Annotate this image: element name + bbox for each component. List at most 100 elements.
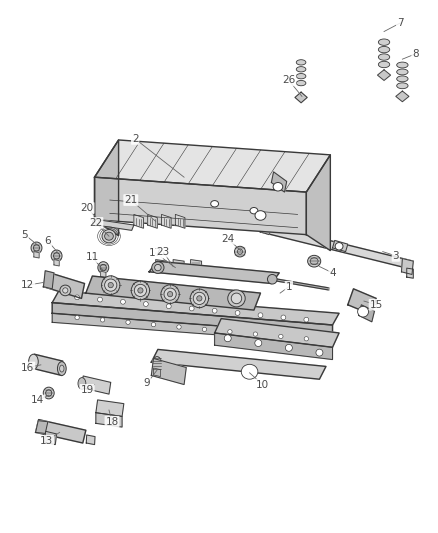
Text: 1: 1 [286, 282, 292, 292]
Ellipse shape [378, 46, 390, 53]
Text: 8: 8 [412, 49, 419, 59]
Ellipse shape [397, 69, 408, 75]
Ellipse shape [177, 325, 181, 329]
Text: 2: 2 [132, 134, 138, 144]
Text: 14: 14 [31, 395, 44, 406]
Ellipse shape [310, 258, 318, 265]
Text: 5: 5 [21, 230, 28, 240]
Ellipse shape [304, 337, 308, 341]
Ellipse shape [105, 232, 113, 240]
Polygon shape [96, 413, 122, 427]
Polygon shape [35, 419, 86, 443]
Text: 3: 3 [392, 251, 399, 261]
Ellipse shape [250, 207, 258, 214]
Text: 20: 20 [81, 203, 94, 213]
Ellipse shape [307, 255, 321, 267]
Polygon shape [155, 260, 166, 273]
Polygon shape [81, 376, 111, 394]
Ellipse shape [161, 285, 179, 303]
Ellipse shape [78, 377, 86, 389]
Ellipse shape [98, 297, 102, 302]
Text: 4: 4 [329, 268, 336, 278]
Polygon shape [54, 260, 59, 266]
Ellipse shape [255, 211, 266, 220]
Polygon shape [34, 252, 39, 258]
Polygon shape [95, 177, 306, 235]
Ellipse shape [255, 340, 262, 346]
Polygon shape [86, 276, 261, 310]
Text: 23: 23 [156, 247, 170, 256]
Ellipse shape [279, 334, 283, 338]
Ellipse shape [53, 253, 60, 259]
Text: 19: 19 [81, 385, 94, 395]
Ellipse shape [98, 262, 109, 273]
Polygon shape [162, 214, 171, 228]
Polygon shape [52, 303, 332, 335]
Polygon shape [261, 224, 413, 269]
Ellipse shape [120, 300, 125, 304]
Text: 9: 9 [144, 378, 150, 389]
Ellipse shape [235, 311, 240, 316]
Ellipse shape [211, 200, 219, 207]
Polygon shape [96, 220, 134, 230]
Ellipse shape [397, 83, 408, 88]
Polygon shape [191, 260, 201, 273]
Polygon shape [96, 400, 124, 416]
Ellipse shape [316, 349, 323, 356]
Polygon shape [215, 333, 332, 360]
Polygon shape [215, 319, 339, 348]
Ellipse shape [228, 290, 245, 307]
Polygon shape [52, 291, 339, 325]
Polygon shape [86, 435, 95, 445]
Ellipse shape [335, 243, 343, 250]
Ellipse shape [378, 54, 390, 60]
Ellipse shape [296, 67, 306, 72]
Ellipse shape [190, 289, 208, 308]
Ellipse shape [258, 313, 263, 318]
Ellipse shape [378, 39, 390, 45]
Ellipse shape [43, 387, 54, 399]
Text: 10: 10 [256, 379, 269, 390]
Ellipse shape [28, 354, 38, 369]
Polygon shape [43, 272, 85, 298]
Ellipse shape [100, 318, 105, 322]
Text: 18: 18 [106, 417, 119, 427]
Text: 12: 12 [21, 280, 35, 290]
Ellipse shape [296, 60, 306, 65]
Polygon shape [332, 240, 348, 252]
Ellipse shape [57, 362, 66, 375]
Polygon shape [402, 259, 413, 274]
Ellipse shape [155, 264, 161, 271]
Ellipse shape [60, 365, 64, 372]
Ellipse shape [152, 262, 164, 273]
Ellipse shape [378, 61, 390, 68]
Polygon shape [43, 271, 54, 289]
Ellipse shape [296, 74, 306, 79]
Ellipse shape [151, 322, 155, 327]
Polygon shape [134, 214, 144, 228]
Ellipse shape [166, 304, 171, 309]
Ellipse shape [228, 329, 232, 334]
Ellipse shape [102, 230, 116, 243]
Polygon shape [153, 368, 160, 376]
Polygon shape [33, 354, 63, 375]
Text: 26: 26 [282, 76, 296, 85]
Text: 15: 15 [370, 300, 383, 310]
Polygon shape [272, 172, 287, 192]
Polygon shape [348, 289, 376, 314]
Ellipse shape [51, 250, 62, 262]
Ellipse shape [224, 335, 231, 342]
Text: 13: 13 [40, 436, 53, 446]
Polygon shape [52, 313, 332, 344]
Polygon shape [306, 155, 330, 251]
Polygon shape [35, 421, 48, 433]
Polygon shape [151, 350, 326, 379]
Ellipse shape [357, 306, 368, 317]
Ellipse shape [234, 246, 245, 257]
Ellipse shape [231, 293, 242, 304]
Ellipse shape [46, 390, 52, 396]
Polygon shape [101, 271, 106, 278]
Ellipse shape [63, 288, 68, 293]
Ellipse shape [152, 357, 161, 370]
Ellipse shape [241, 365, 258, 379]
